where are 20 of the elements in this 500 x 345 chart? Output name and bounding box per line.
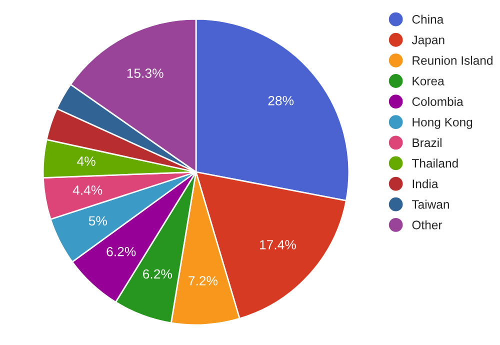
data-label: 7.2% (188, 276, 218, 286)
data-label: 17.4% (260, 240, 296, 250)
legend-label: Hong Kong (412, 118, 472, 129)
legend-label: Korea (412, 76, 444, 86)
data-label: 4% (77, 156, 96, 166)
legend-label: Japan (412, 36, 444, 47)
legend-label: Brazil (412, 138, 442, 148)
legend-label: Taiwan (412, 200, 449, 209)
legend-label: India (412, 179, 438, 188)
data-label: 15.3% (127, 68, 164, 78)
legend-label: Other (412, 220, 442, 230)
legend-label: Colombia (412, 96, 464, 106)
data-label: 6.2% (143, 269, 172, 279)
data-label: 6.2% (106, 246, 136, 256)
legend-label: Reunion Island (412, 56, 492, 65)
legend-label: China (412, 14, 444, 24)
legend-label: Thailand (412, 158, 458, 168)
data-label: 28% (268, 96, 294, 106)
data-label: 5% (88, 216, 107, 226)
data-label: 4.4% (72, 186, 102, 195)
